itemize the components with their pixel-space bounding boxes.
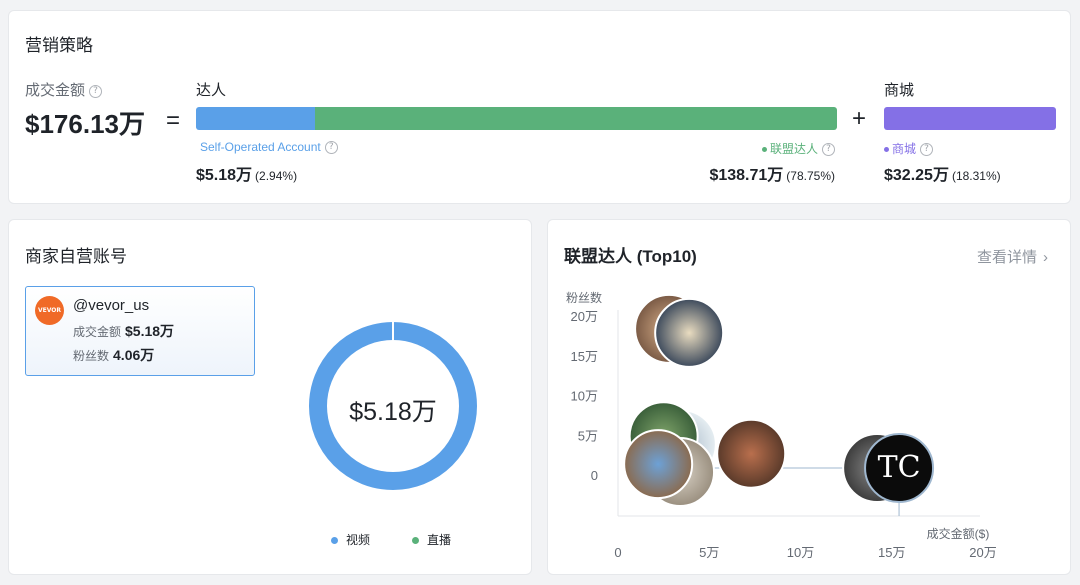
y-tick-label: 0 <box>591 468 598 483</box>
alliance-bar-segment[interactable] <box>314 107 837 130</box>
x-tick-label: 0 <box>614 545 621 560</box>
creator-bubble[interactable] <box>654 297 725 368</box>
mall-label: 商城 <box>884 82 915 99</box>
chevron-right-icon: › <box>1043 249 1048 266</box>
help-icon[interactable]: ? <box>324 141 338 155</box>
y-axis-label: 粉丝数 <box>566 290 602 305</box>
mall-legend-text: 商城 <box>892 142 917 156</box>
creators-bar <box>196 107 837 130</box>
x-tick-label: 5万 <box>699 545 719 560</box>
self-amount-pct: (2.94%) <box>255 169 298 183</box>
gmv-label: 成交金额? <box>25 79 103 100</box>
self-account-card: 商家自营账号 VEVOR @vevor_us 成交金额 $5.18万 粉丝数 4.0… <box>8 219 532 575</box>
alliance-amount: $138.71万 (78.75%) <box>709 161 835 185</box>
mall-amount-pct: (18.31%) <box>951 169 1001 183</box>
mall-amount: $32.25万 (18.31%) <box>884 161 1001 185</box>
account-name: @vevor_us <box>73 297 150 314</box>
self-legend-text: Self-Operated Account <box>200 140 321 154</box>
equals-sign: = <box>166 107 181 134</box>
account-gmv-label: 成交金额 <box>73 325 122 339</box>
gmv-label-text: 成交金额 <box>25 82 86 99</box>
account-gmv-value: $5.18万 <box>125 323 175 339</box>
legend-item-live[interactable]: 直播 <box>412 531 451 548</box>
legend-dot <box>331 537 338 545</box>
alliance-legend: 联盟达人? <box>761 140 835 157</box>
account-fans-value: 4.06万 <box>113 347 155 363</box>
y-tick-label: 20万 <box>571 309 598 324</box>
x-axis-label: 成交金额($) <box>927 526 990 541</box>
alliance-legend-text: 联盟达人 <box>769 142 818 156</box>
self-amount-value: $5.18万 <box>196 167 253 184</box>
y-tick-label: 10万 <box>571 389 598 404</box>
account-gmv: 成交金额 $5.18万 <box>73 321 174 341</box>
plus-sign: + <box>852 105 867 132</box>
donut-chart[interactable] <box>299 312 487 500</box>
account-fans: 粉丝数 4.06万 <box>73 345 154 365</box>
creator-bubble[interactable] <box>864 433 935 504</box>
donut-center-value: $5.18万 <box>349 398 437 426</box>
mall-legend: 商城? <box>884 140 934 157</box>
self-amount: $5.18万 (2.94%) <box>196 161 297 185</box>
strategy-card: 营销策略 成交金额? $176.13万 = 达人 + 商城 Self-Opera… <box>8 10 1071 204</box>
creator-bubble[interactable] <box>623 429 694 500</box>
creators-label: 达人 <box>196 82 227 99</box>
vevor-logo-avatar: VEVOR <box>35 296 64 325</box>
gmv-total: $176.13万 <box>25 109 145 139</box>
x-tick-label: 10万 <box>787 545 814 560</box>
legend-dot <box>761 147 767 153</box>
strategy-title: 营销策略 <box>25 36 93 55</box>
alliance-amount-value: $138.71万 <box>709 167 784 184</box>
help-icon[interactable]: ? <box>822 143 835 157</box>
view-details-text: 查看详情 <box>976 249 1037 266</box>
alliance-title: 联盟达人 (Top10) <box>564 247 697 266</box>
mall-amount-value: $32.25万 <box>884 167 949 184</box>
x-tick-label: 15万 <box>878 545 905 560</box>
help-icon[interactable]: ? <box>89 84 103 98</box>
creator-bubble[interactable] <box>716 418 787 489</box>
mall-bar <box>884 107 1056 130</box>
account-item[interactable]: VEVOR @vevor_us 成交金额 $5.18万 粉丝数 4.06万 <box>25 286 255 376</box>
alliance-amount-pct: (78.75%) <box>786 169 835 183</box>
y-tick-label: 15万 <box>571 349 598 364</box>
legend-dot <box>412 537 419 545</box>
self-legend: Self-Operated Account? <box>200 140 338 155</box>
self-account-title: 商家自营账号 <box>25 247 127 266</box>
legend-dot <box>884 147 889 153</box>
self-bar-segment[interactable] <box>196 107 315 130</box>
view-details-link[interactable]: 查看详情 › <box>977 246 1048 267</box>
legend-label-video: 视频 <box>346 533 371 547</box>
creator-bubble-label: TC <box>878 450 921 485</box>
legend-label-live: 直播 <box>427 533 452 547</box>
mall-bar-segment[interactable] <box>884 107 1056 130</box>
y-tick-label: 5万 <box>578 428 598 443</box>
alliance-card: 联盟达人 (Top10) 查看详情 › 粉丝数 0 5万 10万 15万 20万 成交金额($… <box>547 219 1071 575</box>
x-tick-label: 20万 <box>969 545 996 560</box>
help-icon[interactable]: ? <box>920 143 934 157</box>
legend-item-video[interactable]: 视频 <box>331 531 370 548</box>
account-fans-label: 粉丝数 <box>73 349 110 363</box>
